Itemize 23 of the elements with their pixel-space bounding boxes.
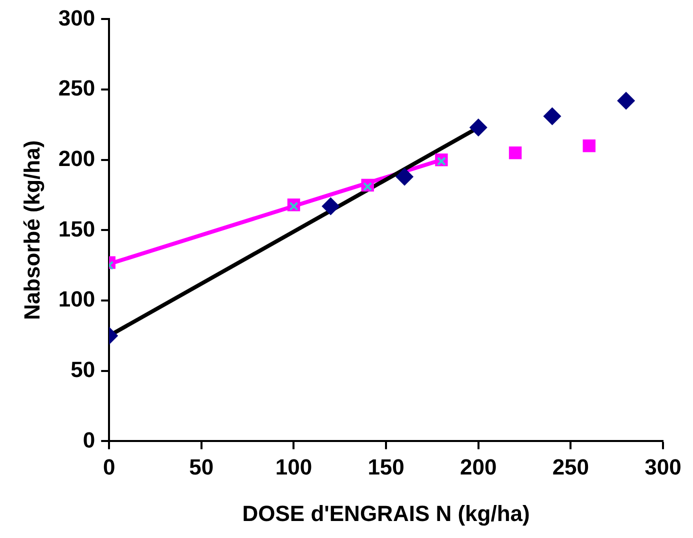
point: [396, 168, 414, 186]
x-tick-label: 50: [189, 454, 214, 480]
y-tick-label: 150: [58, 216, 96, 242]
y-tick-label: 250: [58, 76, 96, 101]
y-tick-label: 0: [82, 427, 96, 452]
y-axis-title: Nabsorbé (kg/ha): [19, 140, 44, 320]
y-tick-label: 300: [58, 5, 96, 30]
x-tick-label: 300: [644, 454, 682, 480]
x-tick-label: 150: [368, 454, 404, 480]
y-tick-label: 200: [58, 146, 96, 171]
x-tick-label: 200: [460, 454, 497, 480]
y-tick-label: 100: [58, 286, 96, 312]
x-tick-label: 250: [552, 454, 590, 480]
point: [508, 146, 522, 160]
x-tick-label: 100: [275, 454, 312, 480]
point: [617, 92, 636, 110]
x-tick-label: 0: [102, 454, 116, 480]
y-tick-label: 50: [70, 356, 96, 382]
point: [543, 107, 562, 126]
point: [582, 139, 596, 152]
x-axis-title: DOSE d'ENGRAIS N (kg/ha): [242, 500, 530, 526]
point: [322, 197, 340, 216]
point: [469, 118, 488, 137]
